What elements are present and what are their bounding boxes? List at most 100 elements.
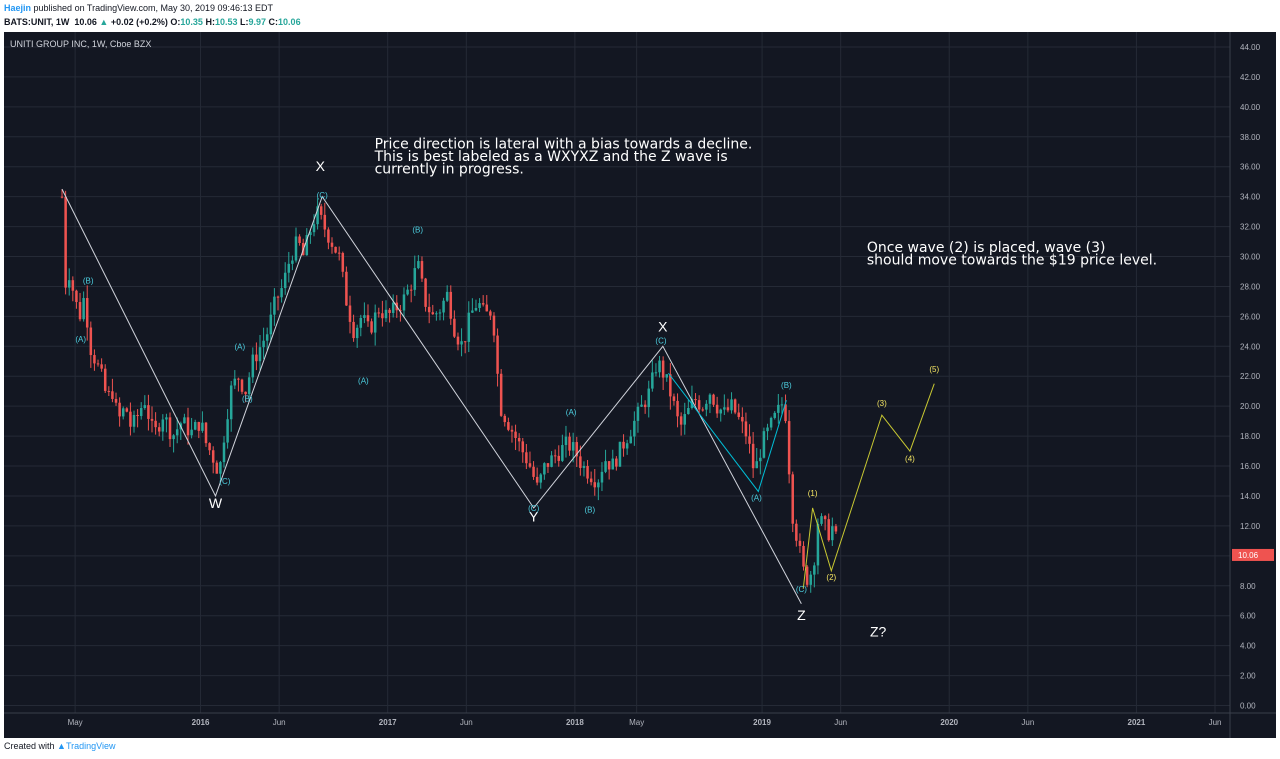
annotation-line: should move towards the $19 price level.	[867, 253, 1157, 269]
abc-wave-label: (A)	[235, 342, 246, 351]
candle-body	[388, 309, 391, 313]
candle-body	[687, 408, 690, 415]
candle-body	[71, 280, 75, 291]
candle-body	[535, 476, 539, 483]
candle-body	[561, 445, 564, 461]
candle-body	[798, 540, 802, 546]
candle-body	[136, 414, 139, 417]
y-tick-label: 44.00	[1240, 43, 1261, 52]
candle-body	[143, 405, 147, 409]
tradingview-logo-icon: ▲	[57, 741, 66, 751]
candle-body	[420, 261, 424, 279]
wave-degree-label: Z?	[870, 624, 887, 640]
candle-body	[93, 355, 96, 364]
abc-wave-label: (B)	[585, 505, 596, 514]
candle-body	[712, 394, 715, 405]
abc-wave-line	[668, 372, 787, 493]
candle-body	[557, 455, 561, 461]
candle-body	[201, 422, 204, 431]
candle-body	[679, 416, 683, 425]
candle-body	[197, 422, 201, 431]
candle-body	[575, 442, 579, 457]
candle-body	[262, 340, 265, 348]
y-tick-label: 0.00	[1240, 702, 1256, 711]
author-link[interactable]: Haejin	[4, 3, 32, 13]
candle-body	[438, 312, 442, 314]
tradingview-brand[interactable]: TradingView	[65, 741, 116, 751]
candle-body	[460, 341, 463, 345]
candle-body	[773, 412, 776, 418]
candle-body	[453, 318, 456, 337]
candle-body	[748, 436, 751, 444]
candle-body	[312, 224, 316, 233]
candle-body	[107, 390, 111, 392]
candle-body	[294, 236, 298, 261]
time-axis[interactable]: May 2016 Jun 2017 Jun 2018 May 2019 Jun 2020 Jun 20…	[68, 718, 1222, 727]
candle-body	[507, 422, 510, 430]
y-tick-label: 24.00	[1240, 342, 1261, 351]
candle-body	[474, 307, 478, 311]
impulse-wave-label: (5)	[929, 365, 939, 374]
candle-body	[363, 315, 366, 318]
x-tick-label: 2018	[566, 718, 584, 727]
wave-degree-label: X	[316, 158, 326, 174]
abc-wave-label: (A)	[75, 335, 86, 344]
low-value: 9.97	[248, 17, 267, 27]
candlestick-series	[60, 189, 838, 593]
candle-body	[391, 302, 395, 313]
candle-body	[820, 516, 823, 524]
candle-body	[589, 478, 593, 483]
annotation-line: currently in progress.	[375, 162, 524, 178]
y-tick-label: 38.00	[1240, 133, 1261, 142]
chart-background	[4, 32, 1276, 738]
abc-wave-label: (A)	[751, 493, 762, 502]
candle-body	[510, 429, 514, 432]
y-tick-label: 34.00	[1240, 193, 1261, 202]
candle-body	[129, 411, 132, 427]
candle-body	[733, 399, 737, 413]
candle-body	[834, 526, 838, 532]
candle-body	[546, 463, 550, 467]
y-tick-label: 2.00	[1240, 672, 1256, 681]
high-label: H:	[205, 17, 215, 27]
candle-body	[355, 327, 359, 339]
candle-body	[463, 341, 467, 343]
candle-body	[60, 196, 64, 198]
candle-body	[204, 422, 208, 444]
candle-body	[287, 263, 291, 273]
candle-body	[784, 404, 787, 422]
candle-body	[233, 378, 237, 386]
candle-body	[154, 420, 157, 428]
candle-body	[337, 252, 341, 254]
publish-info: published on TradingView.com, May 30, 20…	[33, 3, 274, 13]
candle-body	[769, 417, 773, 428]
candle-body	[161, 419, 165, 432]
price-chart[interactable]: W X Y X Z Z? (B) (A) (C) (A) (B) (C) (A) (B) (C) (A) (B)…	[4, 32, 1276, 738]
y-tick-label: 14.00	[1240, 492, 1261, 501]
y-tick-label: 16.00	[1240, 462, 1261, 471]
candle-body	[442, 300, 445, 313]
candle-body	[168, 417, 172, 440]
candle-body	[215, 462, 219, 474]
wave-degree-label: W	[209, 495, 223, 511]
candle-body	[265, 334, 269, 341]
candle-body	[582, 466, 586, 468]
candle-body	[550, 455, 553, 467]
candle-body	[611, 458, 615, 470]
candle-body	[755, 461, 758, 469]
candle-body	[737, 412, 740, 417]
candle-body	[651, 372, 654, 389]
candle-body	[417, 261, 420, 269]
y-tick-label: 40.00	[1240, 103, 1261, 112]
candle-body	[481, 303, 485, 305]
last-price-tag: 10.06	[1232, 548, 1274, 561]
candle-body	[157, 427, 161, 432]
candle-body	[427, 306, 431, 313]
x-tick-label: Jun	[273, 718, 286, 727]
candle-body	[499, 373, 503, 416]
x-tick-label: Jun	[1209, 718, 1222, 727]
candle-body	[503, 415, 507, 423]
candle-body	[597, 482, 600, 488]
candle-body	[114, 398, 118, 403]
candle-body	[730, 399, 733, 411]
